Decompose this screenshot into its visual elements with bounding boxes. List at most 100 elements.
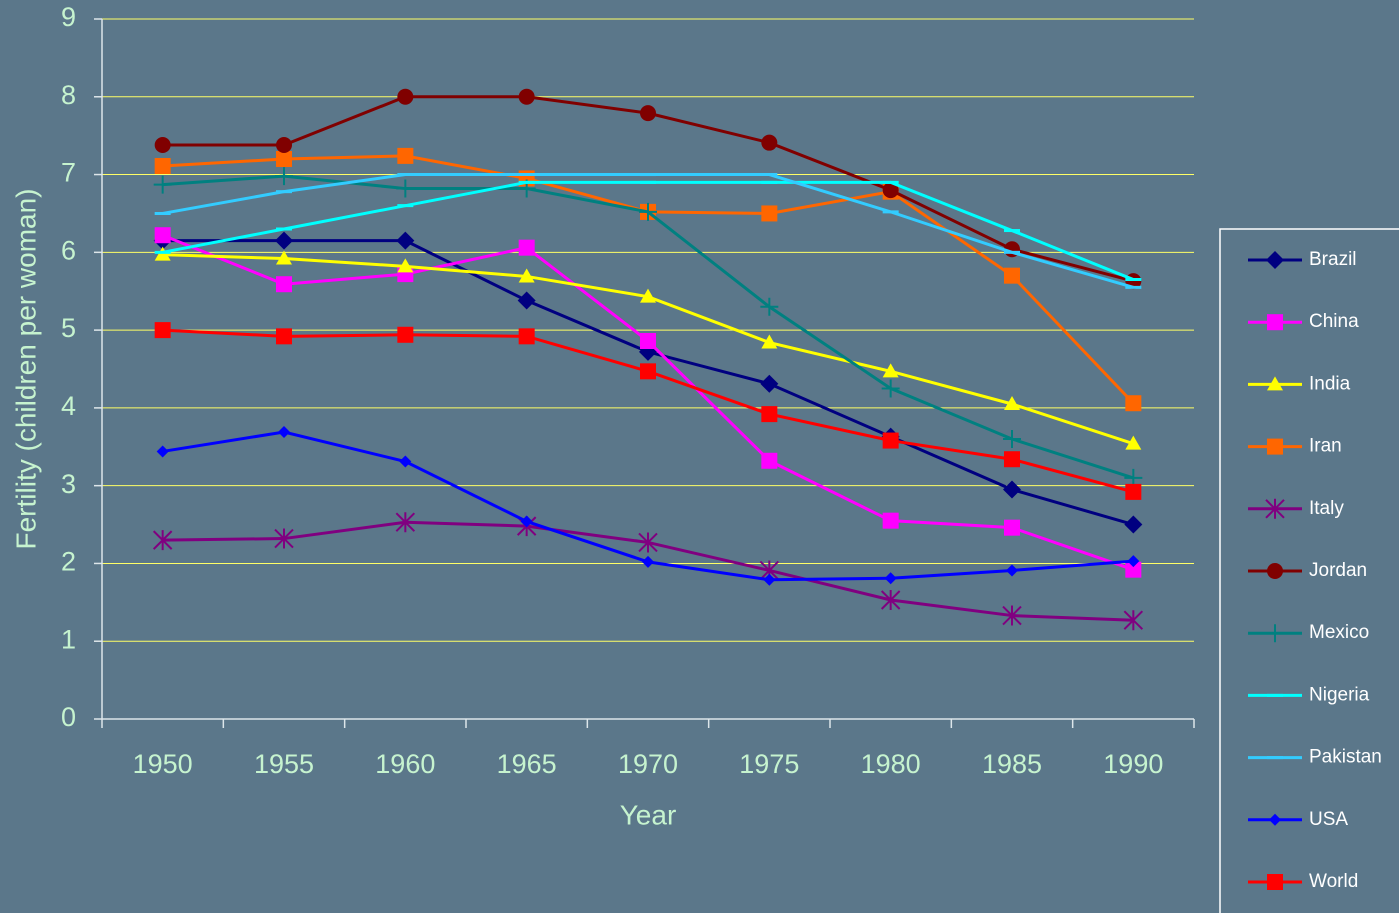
legend-label: China	[1309, 311, 1359, 332]
y-tick-label: 7	[61, 158, 76, 188]
x-tick-label: 1970	[618, 749, 678, 779]
data-point	[517, 291, 536, 310]
data-point	[640, 333, 656, 349]
data-point	[156, 445, 169, 458]
legend-label: Pakistan	[1309, 747, 1382, 768]
data-point	[154, 158, 171, 174]
y-tick-label: 9	[61, 2, 76, 32]
data-point	[880, 590, 901, 610]
legend-marker	[1267, 376, 1283, 391]
data-point	[1003, 480, 1021, 499]
data-point	[638, 532, 658, 553]
data-point	[1004, 451, 1020, 468]
data-point	[882, 363, 899, 378]
data-point	[882, 512, 899, 529]
data-point	[760, 374, 779, 393]
data-point	[396, 231, 415, 250]
legend-marker	[1267, 314, 1283, 331]
data-point	[761, 134, 778, 151]
y-tick-label: 2	[61, 547, 76, 577]
data-point	[274, 528, 294, 549]
x-tick-label: 1990	[1103, 749, 1163, 779]
data-point	[763, 573, 776, 586]
data-point	[761, 334, 778, 349]
legend-marker	[1267, 563, 1283, 579]
x-tick-label: 1975	[739, 749, 799, 779]
data-point	[640, 363, 656, 380]
legend-label: India	[1309, 373, 1351, 394]
data-point	[152, 530, 173, 551]
data-point	[642, 555, 654, 568]
y-axis-title: Fertility (children per woman)	[10, 189, 41, 550]
legend-marker	[1266, 251, 1284, 269]
data-point	[640, 288, 656, 303]
data-point	[276, 276, 292, 293]
data-point	[397, 147, 414, 164]
legend-label: Italy	[1309, 498, 1344, 519]
data-point	[761, 205, 778, 222]
y-tick-label: 0	[61, 702, 76, 732]
data-point	[518, 88, 535, 105]
data-point	[1125, 395, 1142, 412]
data-point	[1006, 564, 1018, 577]
data-point	[1123, 610, 1144, 631]
data-point	[761, 406, 778, 423]
data-point	[397, 326, 414, 343]
data-point	[1004, 396, 1020, 410]
x-tick-label: 1955	[254, 749, 314, 779]
legend-label: Mexico	[1309, 622, 1369, 643]
legend-marker	[1266, 624, 1284, 643]
data-point	[518, 268, 535, 283]
data-point	[396, 179, 415, 198]
data-point	[397, 88, 414, 105]
y-tick-label: 5	[61, 313, 76, 343]
data-point	[639, 202, 657, 221]
data-point	[518, 239, 535, 256]
data-point	[1003, 430, 1021, 448]
data-point	[1125, 435, 1142, 450]
data-point	[640, 105, 656, 122]
data-point	[154, 322, 171, 339]
y-tick-label: 3	[61, 469, 76, 499]
data-point	[518, 328, 535, 345]
data-point	[399, 455, 412, 468]
x-tick-label: 1960	[375, 749, 435, 779]
x-axis-title: Year	[620, 799, 677, 830]
data-point	[882, 182, 899, 199]
data-point	[1002, 605, 1022, 626]
data-point	[395, 512, 416, 533]
data-point	[884, 572, 897, 585]
data-point	[397, 258, 414, 273]
x-tick-label: 1985	[982, 749, 1042, 779]
data-point	[761, 452, 778, 469]
legend-label: Jordan	[1309, 560, 1367, 581]
data-point	[1127, 555, 1140, 568]
data-point	[276, 250, 292, 265]
y-tick-label: 4	[61, 391, 76, 421]
legend-label: Nigeria	[1309, 684, 1370, 705]
legend-label: World	[1309, 871, 1358, 892]
data-point	[1124, 515, 1143, 534]
y-tick-label: 6	[61, 235, 76, 265]
data-point	[154, 137, 171, 153]
data-point	[1004, 267, 1020, 284]
data-point	[882, 432, 899, 449]
data-point	[1125, 483, 1142, 500]
y-tick-label: 8	[61, 80, 76, 110]
x-tick-label: 1950	[133, 749, 193, 779]
data-point	[760, 297, 779, 316]
data-point	[276, 137, 292, 153]
legend-marker	[1265, 498, 1285, 519]
data-point	[278, 426, 290, 438]
legend-marker	[1267, 438, 1283, 455]
legend-marker	[1267, 874, 1283, 890]
legend-label: USA	[1309, 809, 1348, 830]
data-point	[275, 231, 293, 250]
data-point	[520, 515, 533, 528]
legend-label: Iran	[1309, 436, 1342, 457]
data-point	[276, 328, 292, 345]
x-tick-label: 1965	[497, 749, 557, 779]
legend-box	[1219, 228, 1399, 913]
